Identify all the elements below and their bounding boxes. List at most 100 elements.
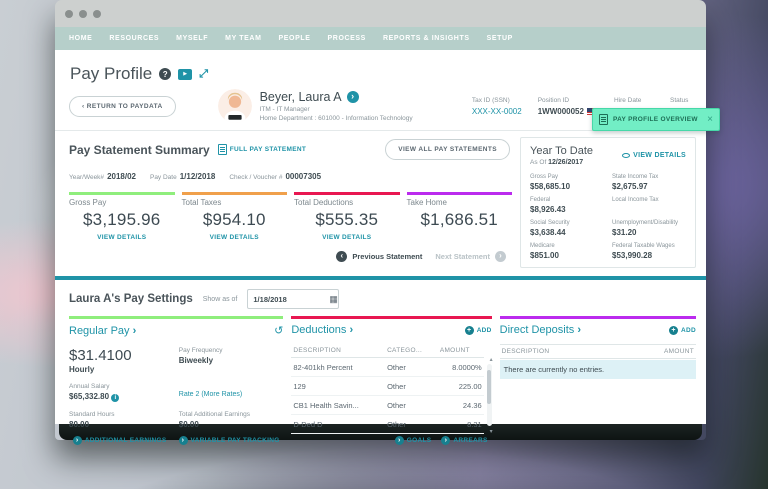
add-direct-deposit-link[interactable]: + ADD (669, 325, 696, 335)
nav-item-setup[interactable]: SETUP (486, 35, 513, 42)
statement-cards: Gross Pay $3,195.96 VIEW DETAILS Total T… (69, 192, 512, 241)
table-row[interactable]: 82-401kh Percent Other 8.0000% (291, 357, 484, 377)
next-statement-button[interactable]: Next Statement (435, 252, 490, 261)
deductions-table: DESCRIPTION CATEGO... AMOUNT 82-401kh Pe… (291, 344, 484, 434)
statement-and-ytd: Pay Statement Summary FULL PAY STATEMENT… (55, 130, 706, 276)
video-icon[interactable]: ▶ (178, 68, 193, 80)
add-deduction-link[interactable]: + ADD (464, 325, 492, 335)
ytd-grid: Gross Pay $58,685.10 State Income Tax $2,6… (530, 174, 679, 260)
pay-settings-title: Laura A's Pay Settings (69, 293, 193, 305)
rate-block: $31.4100 Hourly (69, 347, 179, 374)
pay-profile-overview-banner[interactable]: PAY PROFILE OVERVIEW × (592, 108, 720, 131)
regular-pay-title[interactable]: Regular Pay › (69, 324, 137, 337)
employee-field-taxid: Tax ID (SSN) XXX-XX-0002 (471, 96, 522, 116)
view-all-pay-statements-button[interactable]: VIEW ALL PAY STATEMENTS (385, 139, 510, 160)
nav-item-home[interactable]: HOME (69, 35, 93, 42)
table-row[interactable]: 129 Other 225.00 (291, 376, 484, 396)
window-control-icon[interactable] (79, 9, 87, 18)
show-as-of-label: Show as of (202, 295, 238, 303)
chevron-circle-icon: › (394, 436, 404, 445)
total-additional-block: Total Additional Earnings $0.00 (178, 411, 250, 429)
scroll-down-icon[interactable]: ▾ (489, 429, 493, 435)
history-icon[interactable]: ↺ (274, 325, 284, 337)
additional-earnings-link[interactable]: › ADDITIONAL EARNINGS (72, 436, 167, 445)
employee-identity: Beyer, Laura A › ITM - IT Manager Home D… (260, 90, 440, 122)
direct-deposits-title[interactable]: Direct Deposits › (499, 324, 581, 336)
table-row[interactable]: D-Ded D Other 8.31 (291, 414, 484, 434)
app-window: HOME RESOURCES MYSELF MY TEAM PEOPLE PRO… (55, 0, 720, 445)
nav-item-myself[interactable]: MYSELF (176, 35, 209, 42)
total-taxes-card: Total Taxes $954.10 VIEW DETAILS (181, 192, 287, 241)
page-title: Pay Profile (70, 64, 153, 83)
view-details-link[interactable]: VIEW DETAILS (97, 234, 147, 241)
employee-name: Beyer, Laura A (259, 90, 342, 104)
previous-statement-icon[interactable]: ‹ (336, 251, 348, 262)
return-to-paydata-button[interactable]: ‹ RETURN TO PAYDATA (69, 95, 176, 117)
chevron-circle-icon: › (178, 436, 188, 445)
window-control-icon[interactable] (65, 9, 73, 18)
main-nav: HOME RESOURCES MYSELF MY TEAM PEOPLE PRO… (55, 27, 706, 50)
ytd-title: Year To Date (530, 145, 593, 157)
deductions-title[interactable]: Deductions › (291, 324, 354, 336)
scrollbar-thumb[interactable] (487, 370, 492, 404)
hourly-rate: $31.4100 (69, 347, 132, 364)
page-content: PAY PROFILE OVERVIEW × Pay Profile ? ▶ ⤢… (55, 50, 720, 445)
next-statement-icon[interactable]: › (495, 251, 506, 262)
show-as-of-date-input[interactable] (247, 289, 340, 309)
chevron-circle-icon: › (72, 436, 82, 445)
nav-item-resources[interactable]: RESOURCES (109, 35, 160, 42)
annual-salary-block: Annual Salary $65,332.80 i (69, 383, 179, 402)
expand-icon[interactable]: ⤢ (199, 67, 209, 80)
view-details-link[interactable]: VIEW DETAILS (209, 234, 259, 241)
calendar-icon[interactable]: ▦ (329, 293, 338, 304)
statement-pager: ‹ Previous Statement Next Statement › (69, 251, 506, 262)
empty-state-message: There are currently no entries. (499, 360, 696, 379)
table-row[interactable]: CB1 Health Savin... Other 24.36 (291, 395, 484, 415)
total-deductions-card: Total Deductions $555.35 VIEW DETAILS (294, 192, 400, 241)
goals-link[interactable]: › GOALS (394, 436, 432, 445)
plus-circle-icon: + (464, 325, 474, 335)
direct-deposits-panel: Direct Deposits › + ADD DESCRIPTION AMOUN… (499, 316, 696, 447)
view-details-link[interactable]: VIEW DETAILS (322, 234, 372, 241)
document-icon (599, 114, 608, 125)
window-titlebar (55, 0, 706, 27)
page-title-row: Pay Profile ? ▶ ⤢ (55, 50, 706, 86)
year-to-date-panel: Year To Date As Of 12/26/2017 VIEW DETAI… (520, 137, 696, 268)
full-pay-statement-link[interactable]: FULL PAY STATEMENT (217, 144, 306, 155)
banner-label: PAY PROFILE OVERVIEW (613, 116, 698, 123)
close-icon[interactable]: × (707, 114, 713, 125)
chevron-circle-icon: › (441, 436, 451, 445)
arrears-link[interactable]: › ARREARS (441, 436, 487, 445)
nav-item-reports-insights[interactable]: REPORTS & INSIGHTS (382, 35, 470, 42)
previous-statement-button[interactable]: Previous Statement (352, 252, 423, 261)
avatar (217, 89, 252, 123)
scroll-up-icon[interactable]: ▴ (489, 357, 493, 363)
direct-deposits-headers: DESCRIPTION AMOUNT (499, 344, 696, 359)
employee-home-department: Home Department : 601000 - Information T… (259, 115, 413, 122)
plus-circle-icon: + (669, 325, 679, 335)
help-icon[interactable]: ? (159, 68, 172, 80)
employee-field-position: Position ID 1WW000052 (538, 97, 598, 116)
pay-statement-title: Pay Statement Summary (69, 142, 210, 157)
statement-meta: Year/Week# 2018/02 Pay Date 1/12/2018 Chec… (69, 172, 322, 181)
ytd-view-details-link[interactable]: VIEW DETAILS (622, 145, 686, 166)
nav-item-my-team[interactable]: MY TEAM (225, 35, 262, 42)
section-divider (55, 276, 706, 280)
window-control-icon[interactable] (93, 9, 101, 18)
info-icon[interactable]: i (111, 394, 120, 402)
more-rates-link[interactable]: Rate 2 (More Rates) (178, 391, 243, 398)
ytd-as-of-date: 12/26/2017 (548, 159, 584, 166)
table-scrollbar[interactable]: ▴ ▾ (486, 357, 493, 435)
regular-pay-panel: Regular Pay › ↺ $31.4100 Hourly Pay Freq… (69, 316, 284, 447)
document-icon (217, 144, 227, 155)
variable-pay-tracking-link[interactable]: › VARIABLE PAY TRACKING (178, 436, 280, 445)
rate2-block: Rate 2 (More Rates) (179, 383, 284, 402)
eye-icon (622, 153, 631, 158)
nav-item-process[interactable]: PROCESS (327, 35, 366, 42)
gross-pay-card: Gross Pay $3,195.96 VIEW DETAILS (69, 192, 175, 241)
nav-item-people[interactable]: PEOPLE (278, 35, 311, 42)
pay-statement-summary: Pay Statement Summary FULL PAY STATEMENT… (55, 131, 520, 276)
pay-settings-header: Laura A's Pay Settings Show as of ▦ (55, 280, 706, 316)
chevron-right-icon[interactable]: › (346, 91, 359, 103)
